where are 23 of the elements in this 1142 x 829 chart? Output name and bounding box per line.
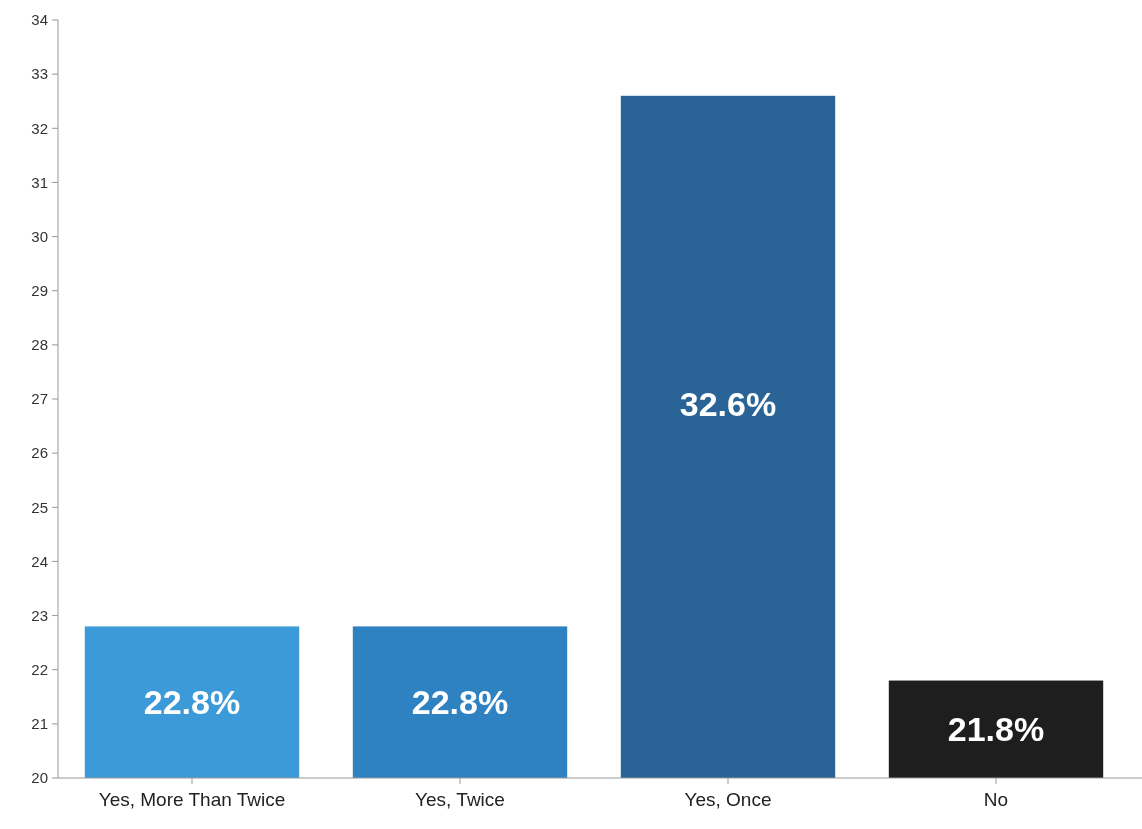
y-tick-label: 32 (31, 119, 48, 137)
y-tick-label: 22 (31, 660, 48, 678)
x-tick-label: No (983, 789, 1009, 810)
y-tick-label: 30 (31, 227, 48, 245)
y-tick-label: 25 (31, 498, 48, 516)
x-tick-label: Yes, Twice (415, 789, 505, 810)
y-tick-label: 20 (31, 769, 48, 787)
x-tick-label: Yes, More Than Twice (98, 789, 286, 810)
data-label: 22.8% (143, 683, 241, 722)
y-tick-label: 24 (31, 552, 48, 570)
y-tick-label: 34 (31, 11, 48, 29)
x-tick-label: Yes, Once (684, 789, 772, 810)
y-tick-label: 26 (31, 444, 48, 462)
y-tick-label: 21 (31, 715, 48, 733)
data-label: 22.8% (411, 683, 509, 722)
y-tick-label: 23 (31, 606, 48, 624)
y-tick-label: 29 (31, 281, 48, 299)
data-label: 21.8% (947, 710, 1045, 749)
data-label: 32.6% (679, 385, 777, 424)
y-tick-label: 28 (31, 336, 48, 354)
y-tick-label: 33 (31, 65, 48, 83)
y-tick-label: 31 (31, 173, 48, 191)
y-tick-label: 27 (31, 390, 48, 408)
